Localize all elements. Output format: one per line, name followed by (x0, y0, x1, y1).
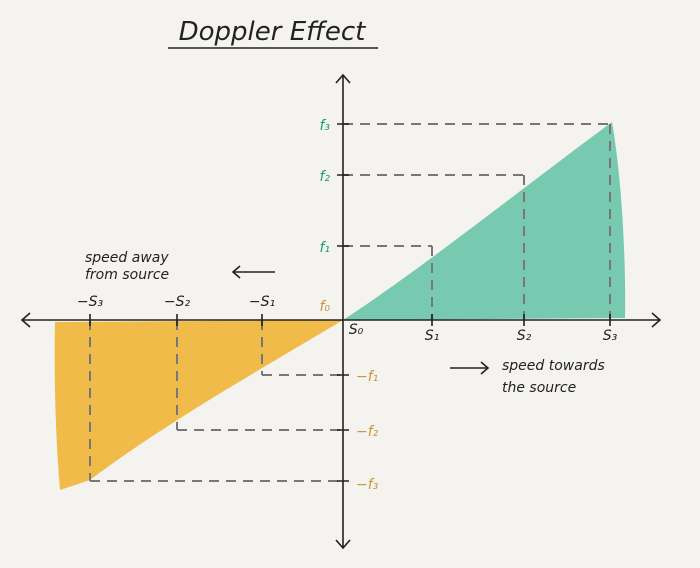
f-label: f₃ (319, 118, 330, 134)
s-label: S₂ (517, 328, 532, 344)
axes (20, 73, 662, 550)
title: Doppler Effect (179, 17, 367, 47)
x-ticks (89, 314, 611, 326)
annotation: from source (85, 267, 169, 283)
neg-f-label: −f₁ (356, 369, 378, 385)
positive-guides (343, 123, 611, 320)
yellow-area (54, 320, 344, 490)
s-label: S₃ (603, 328, 618, 344)
y-axis (335, 73, 351, 550)
arrow-right (450, 361, 490, 375)
annotation: speed towards (502, 358, 605, 374)
annotation: the source (502, 380, 576, 396)
neg-f-label: −f₃ (356, 477, 379, 493)
s-label: S₁ (425, 328, 440, 344)
s-label: S₀ (349, 322, 364, 338)
neg-s-label: −S₁ (249, 294, 275, 310)
y-ticks (337, 123, 349, 482)
f0-label: f₀ (319, 299, 330, 315)
annotation: speed away (85, 250, 169, 266)
neg-s-label: −S₂ (164, 294, 191, 310)
guides (89, 123, 611, 482)
neg-f-label: −f₂ (356, 424, 379, 440)
green-area (343, 122, 626, 320)
arrow-left (231, 265, 275, 279)
negative-guides (89, 320, 343, 482)
f-label: f₁ (319, 240, 330, 256)
f-label: f₂ (319, 169, 330, 185)
neg-s-label: −S₃ (77, 294, 104, 310)
x-axis (20, 312, 662, 328)
